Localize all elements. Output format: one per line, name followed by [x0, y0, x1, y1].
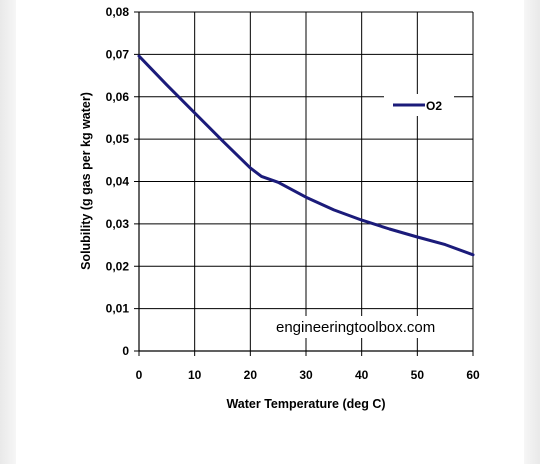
- y-tick-label: 0,02: [106, 259, 130, 273]
- x-tick-labels: 0 10 20 30 40 50 60: [136, 368, 480, 382]
- y-axis-title: Solubility (g gas per kg water): [79, 92, 93, 270]
- x-tick-label: 40: [355, 368, 369, 382]
- x-tick-label: 50: [411, 368, 425, 382]
- x-tick-label: 60: [466, 368, 480, 382]
- legend-label-o2: O2: [426, 99, 442, 113]
- x-axis-title: Water Temperature (deg C): [226, 397, 385, 411]
- legend: O2: [384, 94, 454, 116]
- y-tick-label: 0,05: [106, 132, 130, 146]
- x-tick-label: 0: [136, 368, 143, 382]
- axes: [134, 11, 474, 356]
- left-border: [0, 0, 16, 464]
- y-tick-label: 0,03: [106, 217, 130, 231]
- y-tick-label: 0,04: [106, 175, 130, 189]
- y-tick-label: 0,07: [106, 47, 130, 61]
- y-tick-label: 0,08: [106, 5, 130, 19]
- x-tick-label: 10: [188, 368, 202, 382]
- series-group: [137, 54, 475, 257]
- x-tick-label: 30: [299, 368, 313, 382]
- y-tick-labels: 0 0,01 0,02 0,03 0,04 0,05 0,06 0,07 0,08: [106, 5, 130, 358]
- watermark-text: engineeringtoolbox.com: [276, 319, 435, 336]
- watermark-bg: [272, 316, 454, 338]
- right-border: [524, 0, 540, 464]
- y-tick-label: 0: [122, 344, 129, 358]
- x-tick-label: 20: [244, 368, 258, 382]
- y-tick-label: 0,01: [106, 302, 130, 316]
- series-line-o2: [137, 54, 475, 257]
- y-tick-label: 0,06: [106, 90, 130, 104]
- x-gridlines: [194, 12, 474, 351]
